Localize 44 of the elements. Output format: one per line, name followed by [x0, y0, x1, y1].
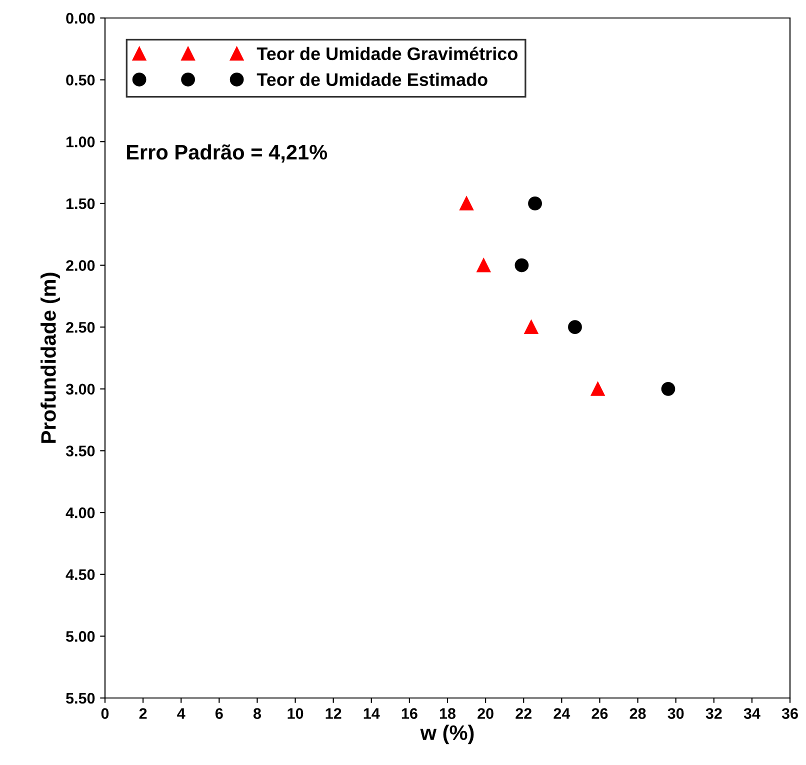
point: [514, 258, 529, 272]
y-tick-label: 5.00: [66, 631, 95, 642]
annotation: Erro Padrão = 4,21%: [126, 144, 328, 163]
y-tick-label: 4.00: [66, 507, 95, 518]
point: [460, 196, 474, 210]
x-tick-label: 34: [744, 708, 760, 719]
x-tick-label: 6: [215, 708, 223, 719]
point: [476, 258, 491, 272]
x-axis-title: w (%): [420, 724, 474, 744]
point: [661, 382, 676, 396]
x-tick-label: 26: [592, 708, 608, 719]
x-tick-label: 0: [101, 708, 109, 719]
y-tick-label: 4.50: [66, 569, 95, 580]
x-tick-label: 36: [782, 708, 798, 719]
x-tick-label: 14: [364, 708, 380, 719]
point: [528, 196, 542, 210]
legend-label: Teor de Umidade Estimado: [256, 72, 488, 86]
x-tick-label: 4: [177, 708, 186, 719]
y-tick-label: 5.50: [66, 692, 95, 704]
x-tick-label: 12: [326, 708, 342, 719]
y-tick-label: 2.00: [66, 260, 95, 271]
x-tick-label: 20: [478, 708, 494, 719]
point: [590, 382, 605, 396]
x-tick-label: 30: [668, 708, 684, 719]
x-tick-label: 8: [253, 708, 261, 719]
y-tick-label: 0.00: [66, 12, 95, 24]
x-tick-label: 28: [630, 708, 646, 719]
x-tick-label: 18: [440, 708, 456, 719]
y-tick-label: 1.50: [66, 198, 95, 210]
point: [568, 320, 582, 334]
x-tick-label: 16: [402, 708, 418, 719]
x-tick-label: 22: [516, 708, 532, 719]
y-axis-title: Profundidade (m): [40, 272, 60, 443]
y-tick-label: 2.50: [66, 322, 95, 333]
legend-label: Teor de Umidade Gravimétrico: [256, 46, 518, 60]
y-tick-label: 0.50: [66, 74, 95, 86]
x-tick-label: 2: [139, 708, 147, 719]
y-tick-label: 1.00: [66, 136, 95, 148]
y-tick-label: 3.50: [66, 446, 95, 456]
x-tick-label: 32: [706, 708, 722, 719]
y-tick-label: 3.00: [66, 384, 95, 395]
point: [524, 320, 538, 334]
x-tick-label: 10: [288, 708, 304, 719]
x-tick-label: 24: [554, 708, 570, 719]
